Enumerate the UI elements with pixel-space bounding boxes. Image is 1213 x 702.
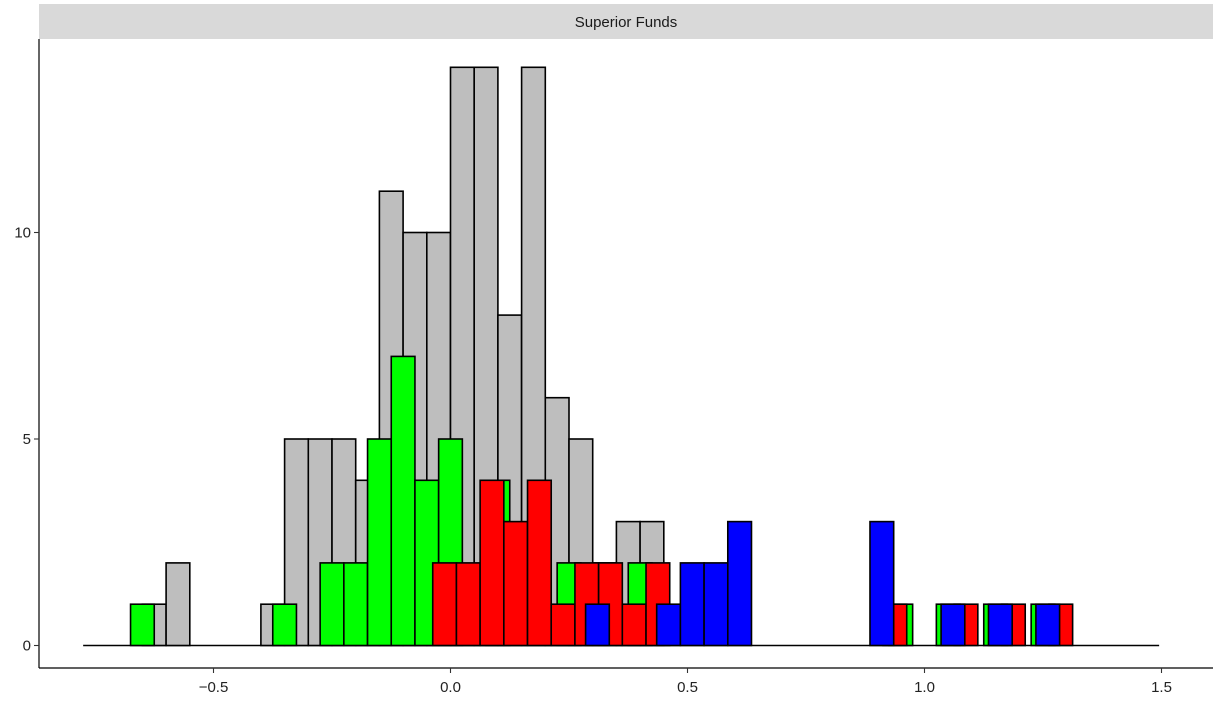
panel-strip [39,4,1213,39]
bar-series4-1 [584,603,611,647]
y-tick-label-3: 10 [14,225,31,242]
bar-series2-4 [343,562,369,647]
bar-series4-6 [869,520,895,647]
bar-series3-1 [431,562,458,647]
x-tick-label-5: 1.5 [1151,679,1172,696]
y-tick-label-1: 0 [23,638,31,655]
bar-series1-2 [165,562,191,647]
series-3 [431,479,1074,647]
x-tick-label-2: 0.0 [440,679,461,696]
series-4 [584,520,1061,647]
bar-series2-1 [129,603,156,647]
bar-series3-5 [526,479,553,647]
x-tick-label-1: −0.5 [199,679,229,696]
bar-series3-3 [479,479,505,647]
bar-series3-4 [503,520,529,647]
x-tick-label-4: 1.0 [914,679,935,696]
bar-series4-7 [940,603,966,647]
bar-series4-8 [987,603,1013,647]
bar-series2-2 [271,603,298,647]
panel-strip-title: Superior Funds [575,14,678,31]
bar-series2-5 [366,438,393,647]
bar-series4-2 [655,603,682,647]
bar-series2-6 [390,355,416,647]
bar-series4-9 [1035,603,1061,647]
bar-series3-9 [621,603,647,647]
bar-series2-3 [319,562,345,647]
y-tick-label-2: 5 [23,431,31,448]
bar-series4-4 [703,562,729,647]
bar-series4-5 [726,520,753,647]
x-tick-label-3: 0.5 [677,679,698,696]
bar-series3-2 [455,562,481,647]
bar-series3-6 [550,603,576,647]
bars-layer [83,66,1160,647]
axes-layer: −0.5 0.0 0.5 1.0 1.5 0 5 10 [14,39,1213,696]
bar-series4-3 [679,562,705,647]
